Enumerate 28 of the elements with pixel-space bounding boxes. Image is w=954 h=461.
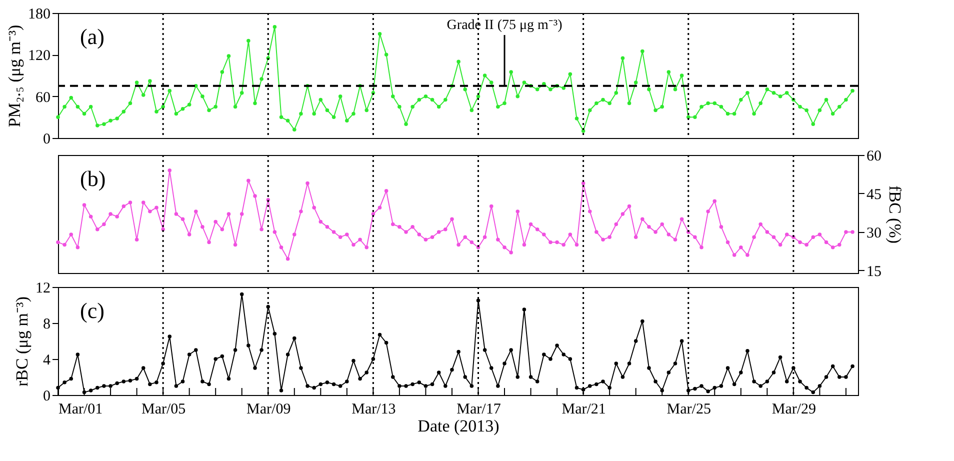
y2-tick-label: 30: [866, 225, 882, 242]
y2-axis-title: fBC (%): [886, 185, 904, 244]
y-tick-label: 0: [43, 132, 50, 148]
y2-tick-label: 45: [866, 186, 882, 203]
x-tick-label: Mar/17: [456, 402, 502, 418]
x-tick-label: Mar/29: [772, 402, 816, 418]
x-tick-label: Mar/09: [246, 402, 291, 418]
annotation: (c): [80, 298, 104, 323]
x-axis-title: Date (2013): [418, 416, 500, 436]
x-tick-label: Mar/21: [562, 402, 606, 418]
y2-tick-label: 15: [866, 264, 882, 280]
y-tick-label: 120: [28, 48, 50, 64]
y-axis-title: rBC (μg m⁻³): [12, 296, 32, 387]
x-tick-label: Mar/01: [58, 402, 103, 418]
annotation: (a): [80, 24, 104, 49]
y-tick-label: 8: [43, 316, 50, 332]
y-tick-label: 12: [36, 280, 50, 296]
x-tick-label: Mar/13: [352, 402, 396, 418]
y-tick-label: 180: [28, 6, 50, 22]
y-axis-title: PM₂.₅ (μg m⁻³): [5, 24, 24, 128]
annotation: (b): [80, 166, 106, 191]
y-tick-label: 60: [36, 90, 50, 106]
y2-tick-label: 60: [866, 148, 882, 164]
x-tick-label: Mar/25: [666, 402, 711, 418]
y-tick-label: 4: [43, 352, 51, 368]
annotation: Grade II (75 μg m⁻³): [446, 18, 563, 33]
y-tick-label: 0: [43, 388, 50, 404]
x-tick-label: Mar/05: [141, 402, 186, 418]
